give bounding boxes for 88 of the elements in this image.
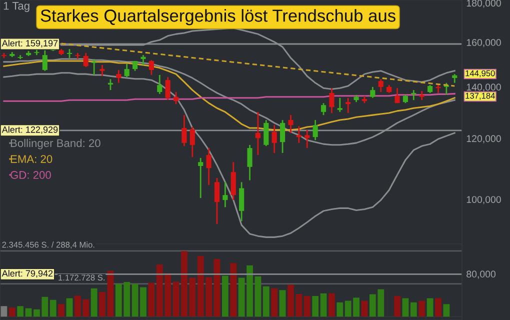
bar	[0, 306, 8, 317]
legend-label: GD: 200	[10, 171, 51, 179]
candlestick	[214, 177, 220, 225]
bar	[66, 298, 73, 317]
ref-line-label: Alert: 79,942	[2, 270, 53, 278]
candlestick	[337, 97, 342, 113]
bar	[132, 284, 138, 317]
bar	[262, 286, 270, 317]
bar	[99, 292, 106, 317]
bar	[90, 288, 98, 317]
candlestick	[116, 69, 122, 84]
candlestick	[247, 144, 252, 181]
bar	[418, 300, 426, 317]
bar	[148, 282, 155, 317]
candlestick	[419, 90, 424, 101]
candlestick	[124, 63, 130, 78]
bar	[410, 302, 417, 317]
candlestick	[173, 91, 179, 105]
bar	[304, 296, 310, 317]
candlestick	[190, 126, 195, 158]
candlestick	[436, 84, 441, 94]
candlestick	[157, 74, 162, 95]
candlestick	[394, 87, 400, 104]
y-tick-label: 160,000	[466, 39, 501, 48]
candlestick	[132, 60, 138, 72]
candlestick	[370, 86, 376, 99]
ref-line-label: 1.172.728 S.	[58, 274, 104, 281]
bar	[222, 276, 228, 317]
candlestick	[378, 78, 384, 93]
candlestick	[329, 87, 334, 114]
bar	[279, 290, 286, 317]
y-tick-label: 100,000	[466, 196, 501, 204]
candlestick	[198, 157, 204, 199]
candlestick	[165, 76, 170, 101]
y-tick-label: 140,000	[466, 84, 501, 92]
annotation: 1 Tag	[4, 2, 30, 12]
legend-label: EMA: 20	[10, 155, 52, 163]
candlestick	[83, 52, 88, 68]
bar	[435, 298, 442, 317]
candlestick	[296, 125, 302, 144]
text: 144,950	[466, 70, 495, 78]
bar	[336, 302, 344, 317]
candlestick	[182, 114, 187, 147]
chart-title: Starkes Quartalsergebnis löst Trendschub aus	[40, 9, 396, 26]
candlestick	[304, 129, 310, 149]
bar	[17, 306, 24, 317]
candlestick	[288, 114, 294, 134]
candlestick	[239, 181, 244, 222]
bar	[426, 298, 434, 317]
candlestick	[230, 161, 236, 201]
ref-line-label: Alert: 159,197	[2, 40, 58, 48]
bar	[254, 276, 262, 317]
bar	[50, 300, 56, 317]
y-tick-label: 120,000	[466, 135, 501, 144]
legend-label: Bollinger Band: 20	[10, 138, 100, 150]
candlestick	[255, 111, 260, 156]
candlestick	[206, 147, 212, 186]
candlestick	[264, 119, 269, 147]
candlestick	[320, 102, 326, 116]
bar	[214, 258, 220, 317]
text: 137,184	[466, 92, 495, 100]
y-tick-label: 180,000	[466, 0, 501, 8]
candlestick	[272, 124, 277, 154]
candlestick	[140, 54, 146, 66]
candlestick	[312, 119, 318, 141]
bar	[140, 287, 146, 317]
bar	[443, 304, 450, 317]
bar	[394, 296, 400, 317]
bar	[58, 304, 64, 317]
bar	[8, 307, 16, 317]
ref-line-label: 2.345.456 S. / 288,4 Mio.	[2, 242, 94, 249]
bar	[402, 298, 409, 317]
candlestick	[148, 59, 154, 76]
bar	[107, 270, 114, 317]
candlestick	[346, 97, 351, 114]
candlestick	[280, 119, 286, 154]
bar	[271, 288, 278, 317]
candlestick	[100, 64, 105, 77]
bar	[230, 263, 237, 317]
bar	[312, 296, 319, 317]
candlestick	[222, 181, 228, 208]
bar	[320, 293, 327, 317]
ref-line-label: Alert: 122,929	[2, 126, 58, 134]
bar	[328, 293, 335, 317]
bar	[361, 300, 368, 317]
candlestick	[42, 50, 48, 72]
bar	[172, 282, 180, 317]
y-tick-label: 80,000	[466, 270, 496, 279]
